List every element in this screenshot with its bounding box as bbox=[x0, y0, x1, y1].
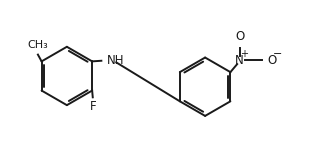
Text: −: − bbox=[272, 49, 282, 59]
Text: F: F bbox=[89, 100, 96, 113]
Text: N: N bbox=[235, 54, 244, 67]
Text: O: O bbox=[235, 30, 244, 43]
Text: O: O bbox=[267, 54, 277, 67]
Text: NH: NH bbox=[107, 54, 124, 67]
Text: CH₃: CH₃ bbox=[27, 40, 48, 50]
Text: +: + bbox=[241, 49, 249, 59]
